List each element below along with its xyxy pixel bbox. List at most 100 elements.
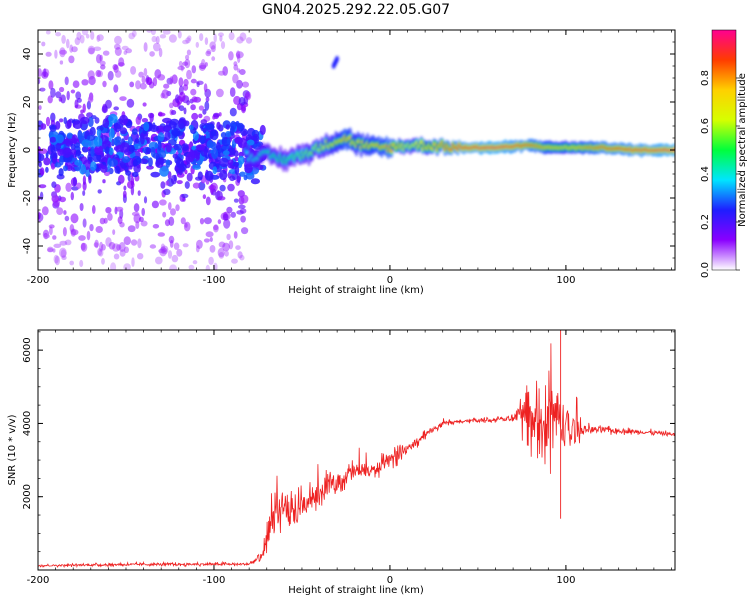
noise-blob bbox=[181, 143, 189, 151]
noise-blob bbox=[200, 119, 208, 125]
noise-blob bbox=[175, 204, 180, 212]
noise-blob bbox=[180, 217, 186, 225]
noise-blob bbox=[134, 138, 140, 144]
noise-blob bbox=[62, 147, 72, 158]
noise-blob bbox=[141, 118, 149, 123]
noise-blob bbox=[203, 217, 212, 225]
noise-blob bbox=[182, 61, 189, 66]
noise-blob bbox=[96, 54, 102, 64]
noise-blob bbox=[192, 182, 201, 189]
noise-blob bbox=[204, 123, 215, 131]
noise-blob bbox=[165, 180, 170, 186]
noise-blob bbox=[131, 257, 135, 267]
noise-blob bbox=[126, 98, 135, 108]
noise-blob bbox=[94, 239, 99, 249]
noise-blob bbox=[105, 146, 110, 153]
noise-blob bbox=[182, 243, 189, 248]
noise-blob bbox=[150, 171, 161, 178]
noise-blob bbox=[122, 190, 127, 198]
noise-blob bbox=[100, 165, 108, 173]
noise-blob bbox=[148, 157, 153, 167]
noise-blob bbox=[224, 131, 232, 138]
noise-blob bbox=[196, 81, 200, 88]
noise-blob bbox=[72, 120, 83, 129]
noise-blob bbox=[237, 251, 243, 259]
noise-blob bbox=[141, 75, 146, 84]
noise-blob bbox=[150, 30, 156, 36]
noise-blob bbox=[115, 70, 122, 78]
noise-blob bbox=[171, 110, 177, 115]
noise-blob bbox=[114, 43, 121, 50]
noise-blob bbox=[102, 80, 107, 88]
noise-blob bbox=[59, 155, 64, 166]
colorbar-ticks: 0.0 0.2 0.4 0.6 0.8 bbox=[700, 70, 740, 278]
noise-blob bbox=[162, 211, 167, 218]
noise-blob bbox=[82, 181, 87, 191]
noise-blob bbox=[186, 172, 193, 182]
noise-blob bbox=[138, 216, 144, 222]
noise-blob bbox=[177, 65, 185, 71]
snr-ticks: -200 -100 0 100 2000 4000 6000 bbox=[22, 330, 675, 586]
noise-blob bbox=[59, 86, 65, 93]
noise-blob bbox=[138, 71, 144, 78]
noise-blob bbox=[43, 234, 51, 239]
noise-blob bbox=[50, 87, 56, 98]
noise-blob bbox=[237, 204, 246, 209]
snr-series-line bbox=[38, 343, 675, 569]
noise-blob bbox=[98, 248, 104, 257]
noise-blob bbox=[150, 147, 156, 158]
noise-blob bbox=[219, 169, 228, 181]
noise-blob bbox=[205, 196, 211, 206]
noise-blob bbox=[202, 127, 207, 133]
noise-blob bbox=[38, 152, 42, 162]
noise-blob bbox=[59, 49, 68, 55]
noise-blob bbox=[70, 89, 76, 94]
noise-blob bbox=[184, 169, 188, 175]
noise-blob bbox=[60, 94, 66, 104]
noise-blob bbox=[186, 49, 191, 56]
noise-blob bbox=[163, 188, 171, 196]
noise-blob bbox=[137, 190, 141, 196]
noise-blob bbox=[75, 149, 81, 157]
noise-blob bbox=[158, 248, 166, 254]
spectrogram-ytick-label: 40 bbox=[22, 48, 33, 61]
noise-blob bbox=[87, 45, 96, 55]
colorbar: 0.0 0.2 0.4 0.6 0.8 Normalized spectral ampl… bbox=[700, 29, 748, 278]
noise-blob bbox=[38, 78, 41, 85]
noise-blob bbox=[90, 31, 95, 40]
noise-blob bbox=[50, 162, 56, 170]
noise-blob bbox=[160, 181, 166, 189]
noise-blob bbox=[123, 185, 127, 191]
noise-blob bbox=[229, 87, 236, 97]
noise-blob bbox=[80, 242, 88, 252]
noise-blob bbox=[203, 83, 208, 93]
noise-blob bbox=[250, 178, 260, 185]
noise-blob bbox=[52, 235, 57, 240]
noise-blob bbox=[178, 118, 186, 130]
noise-blob bbox=[64, 215, 70, 222]
noise-blob bbox=[183, 107, 187, 115]
noise-blob bbox=[59, 60, 64, 65]
noise-blob bbox=[79, 203, 84, 211]
noise-blob bbox=[170, 208, 176, 216]
noise-blob bbox=[119, 249, 126, 257]
spectrogram-ridge bbox=[243, 55, 675, 173]
noise-blob bbox=[204, 37, 209, 45]
noise-blob bbox=[68, 55, 75, 64]
noise-blob bbox=[108, 147, 114, 156]
snr-frame bbox=[37, 329, 676, 571]
noise-blob bbox=[239, 69, 246, 75]
noise-blob bbox=[38, 68, 42, 77]
snr-panel: -200 -100 0 100 2000 4000 6000 Height of strai… bbox=[7, 329, 676, 596]
noise-blob bbox=[183, 78, 189, 87]
snr-ytick-label: 2000 bbox=[22, 484, 33, 509]
noise-blob bbox=[50, 112, 56, 123]
noise-blob bbox=[132, 143, 142, 150]
noise-blob bbox=[185, 54, 190, 61]
noise-blob bbox=[216, 141, 221, 151]
noise-blob bbox=[47, 248, 54, 253]
noise-blob bbox=[127, 225, 136, 233]
noise-blob bbox=[191, 65, 197, 74]
noise-blob bbox=[75, 91, 82, 100]
noise-blob bbox=[198, 181, 206, 191]
